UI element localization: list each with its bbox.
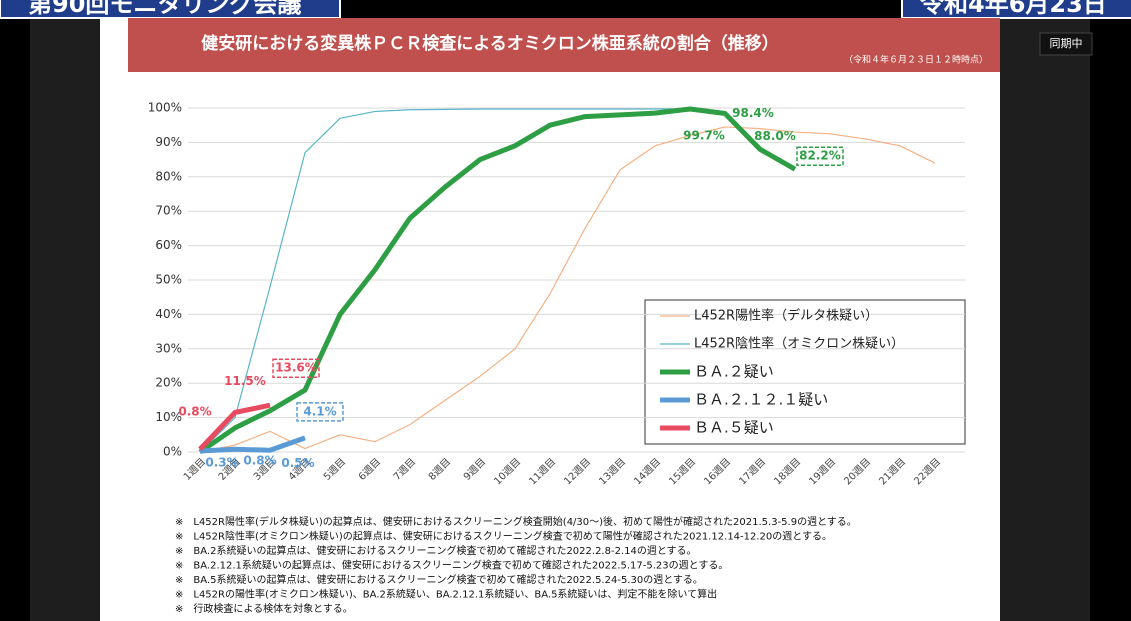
y-tick-label: 90% [155, 135, 182, 149]
footnote: ※ L452Rの陽性率(オミクロン株疑い)、BA.2系統疑い、BA.2.12.1… [175, 588, 717, 601]
legend-label: ＢＡ.２.１２.１疑い [694, 391, 828, 409]
legend-label: ＢＡ.５疑い [694, 419, 774, 437]
data-label: 82.2% [799, 149, 841, 163]
y-tick-label: 80% [155, 169, 182, 183]
series-line [199, 108, 690, 453]
sync-button[interactable] [1039, 32, 1093, 56]
data-label: 11.5% [224, 374, 266, 388]
footnote: ※ BA.2系統疑いの起算点は、健安研におけるスクリーニング検査で初めて確認され… [175, 544, 697, 557]
data-label: 98.4% [732, 106, 774, 120]
footnote: ※ L452R陰性率(オミクロン株疑い)の起算点は、健安研におけるスクリーニング… [175, 530, 832, 543]
footnote: ※ BA.5系統疑いの起算点は、健安研におけるスクリーニング検査で初めて確認され… [175, 573, 703, 586]
y-tick-label: 70% [155, 204, 182, 218]
banner-title: 第90回モニタリング会議 [28, 0, 301, 18]
footnote: ※ BA.2.12.1系統疑いの起算点は、健安研におけるスクリーニング検査で初め… [175, 559, 728, 572]
y-tick-label: 40% [155, 307, 182, 321]
data-label: 0.3% [205, 455, 238, 469]
series-line [199, 126, 936, 453]
label-box [272, 358, 320, 378]
banner-date: 令和4年6月23日 [920, 0, 1107, 18]
y-tick-label: 30% [155, 341, 182, 355]
legend-label: L452R陰性率（オミクロン株疑い） [694, 336, 904, 352]
legend-box [644, 299, 966, 445]
data-label: 4.1% [303, 404, 336, 418]
series-line [199, 435, 306, 454]
series-line [198, 402, 271, 451]
data-label: 0.5% [281, 456, 314, 470]
data-label: 99.7% [683, 129, 725, 143]
footnote: ※ 行政検査による検体を対象とする。 [175, 602, 353, 615]
data-label: 88.0% [754, 129, 796, 143]
data-label: 13.6% [275, 361, 317, 375]
data-label: 0.8% [243, 454, 276, 468]
series-line [198, 106, 797, 455]
chart-title: 健安研における変異株ＰＣＲ検査によるオミクロン株亜系統の割合（推移） [201, 33, 779, 54]
y-tick-label: 0% [163, 445, 182, 459]
y-tick-label: 60% [155, 238, 182, 252]
y-tick-label: 100% [148, 101, 182, 115]
label-box [796, 146, 844, 166]
title-bar [128, 18, 1000, 72]
right-banner [901, 0, 1131, 19]
y-tick-label: 50% [155, 273, 182, 287]
footnote: ※ L452R陽性率(デルタ株疑い)の起算点は、健安研におけるスクリーニング検査… [175, 515, 857, 528]
legend-label: ＢＡ.２疑い [694, 363, 774, 381]
data-label: 0.8% [178, 405, 211, 419]
y-tick-label: 10% [155, 410, 182, 424]
y-tick-label: 20% [155, 376, 182, 390]
chart-subtitle: （令和４年６月２３日１２時時点） [844, 54, 988, 66]
legend-label: L452R陽性率（デルタ株疑い） [694, 308, 878, 324]
sync-label: 同期中 [1050, 37, 1083, 50]
label-box [296, 402, 344, 422]
